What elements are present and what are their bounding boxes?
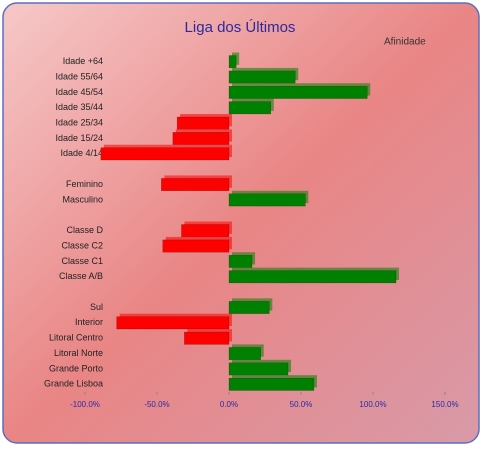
- bar: [162, 239, 230, 253]
- bar: [228, 193, 306, 207]
- bar: [228, 377, 315, 391]
- y-tick-label: Idade 55/64: [55, 71, 103, 81]
- bar: [184, 331, 230, 345]
- y-tick-label: Classe C1: [61, 256, 103, 266]
- x-tick-label: 150.0%: [431, 400, 458, 409]
- y-tick-label: Sul: [90, 302, 103, 312]
- y-tick-label: Litoral Norte: [54, 348, 103, 358]
- bar: [181, 224, 230, 238]
- x-tick-label: 0.0%: [220, 400, 238, 409]
- y-tick-label: Grande Lisboa: [44, 379, 103, 389]
- bar: [100, 147, 230, 161]
- bar: [228, 301, 270, 314]
- bar: [228, 347, 261, 360]
- y-tick-label: Classe A/B: [59, 271, 103, 281]
- bar: [228, 270, 397, 284]
- x-tick-label: -50.0%: [144, 400, 169, 409]
- y-tick-label: Idade +64: [63, 56, 103, 66]
- y-tick-label: Idade 15/24: [55, 133, 103, 143]
- bar: [228, 101, 272, 115]
- legend-label: Afinidade: [384, 37, 426, 48]
- bar: [228, 55, 237, 69]
- y-tick-label: Idade 35/44: [55, 102, 103, 112]
- bar: [228, 86, 368, 99]
- x-tick-label: 100.0%: [359, 400, 386, 409]
- y-tick-label: Interior: [75, 317, 103, 327]
- y-tick-label: Grande Porto: [49, 363, 103, 373]
- y-tick-label: Idade 25/34: [55, 118, 103, 128]
- y-tick-label: Idade 4/14: [60, 148, 103, 158]
- bar: [176, 116, 230, 130]
- y-tick-label: Idade 45/54: [55, 87, 103, 97]
- bar: [228, 70, 296, 84]
- bar: [116, 316, 230, 330]
- x-tick-label: 50.0%: [290, 400, 313, 409]
- bar: [228, 362, 289, 376]
- frame: [2, 2, 480, 444]
- x-tick-label: -100.0%: [70, 400, 100, 409]
- y-tick-label: Masculino: [62, 194, 103, 204]
- y-tick-label: Feminino: [66, 179, 103, 189]
- y-tick-label: Classe C2: [61, 240, 103, 250]
- bar: [161, 178, 230, 191]
- bar: [228, 255, 253, 268]
- chart-title: Liga dos Últimos: [185, 19, 296, 36]
- y-tick-label: Litoral Centro: [49, 333, 103, 343]
- y-tick-label: Classe D: [66, 225, 103, 235]
- bar: [172, 132, 230, 145]
